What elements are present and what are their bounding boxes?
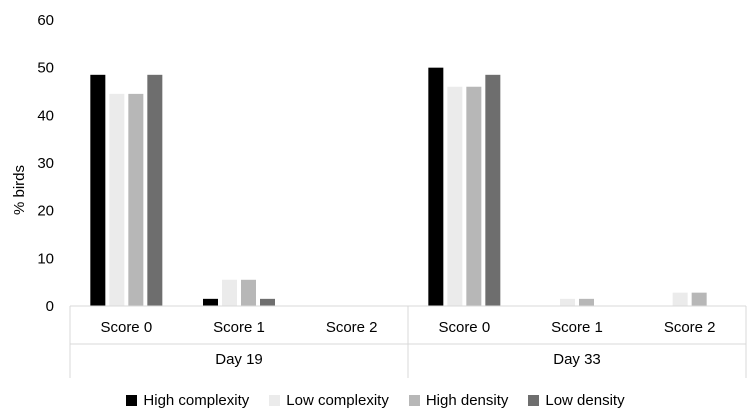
x-group-label: Day 19 [215, 351, 263, 368]
y-tick-label: 10 [37, 250, 54, 267]
bar [203, 298, 218, 306]
bar [90, 74, 106, 306]
bar [428, 67, 444, 307]
x-axis-groups: Day 19 Day 33 [69, 306, 747, 378]
bars [90, 67, 707, 307]
bar [447, 86, 463, 306]
x-group-label: Day 33 [553, 351, 601, 368]
legend-label: High density [425, 391, 509, 409]
bar [241, 279, 256, 306]
legend-label: Low density [545, 391, 625, 409]
y-tick-label: 40 [37, 107, 54, 124]
legend-swatch [408, 394, 420, 406]
bar [485, 74, 501, 306]
y-tick-label: 0 [46, 298, 54, 315]
y-axis-ticks: 0 10 20 30 40 50 60 [37, 12, 54, 315]
bar [672, 292, 688, 306]
y-tick-label: 50 [37, 60, 54, 77]
bar [579, 298, 594, 306]
x-category-label: Score 1 [551, 319, 603, 336]
legend-item: Low density [528, 391, 625, 409]
legend-item: High density [408, 391, 509, 409]
bar [691, 292, 707, 306]
legend-swatch [126, 394, 138, 406]
y-tick-label: 20 [37, 203, 54, 220]
chart-legend: High complexity Low complexity High densit… [0, 390, 751, 410]
legend-swatch [528, 394, 540, 406]
legend-label: Low complexity [286, 391, 389, 409]
x-category-label: Score 0 [438, 319, 490, 336]
y-tick-label: 30 [37, 155, 54, 172]
legend-swatch [269, 394, 281, 406]
x-category-label: Score 0 [100, 319, 152, 336]
bar [260, 298, 275, 306]
y-axis-label: % birds [11, 165, 28, 215]
bar [466, 86, 482, 306]
y-tick-label: 60 [37, 12, 54, 29]
legend-item: High complexity [126, 392, 249, 409]
bar [560, 298, 575, 306]
legend-item: Low complexity [269, 392, 389, 409]
x-axis-categories: Score 0 Score 1 Score 2 Score 0 Score 1 Score… [100, 319, 715, 336]
x-category-label: Score 2 [326, 319, 378, 336]
bar [222, 279, 237, 306]
x-category-label: Score 1 [213, 319, 265, 336]
legend-label: High complexity [143, 391, 250, 409]
bar [109, 93, 125, 306]
bar [147, 74, 163, 306]
x-category-label: Score 2 [664, 319, 716, 336]
bar [128, 93, 144, 306]
